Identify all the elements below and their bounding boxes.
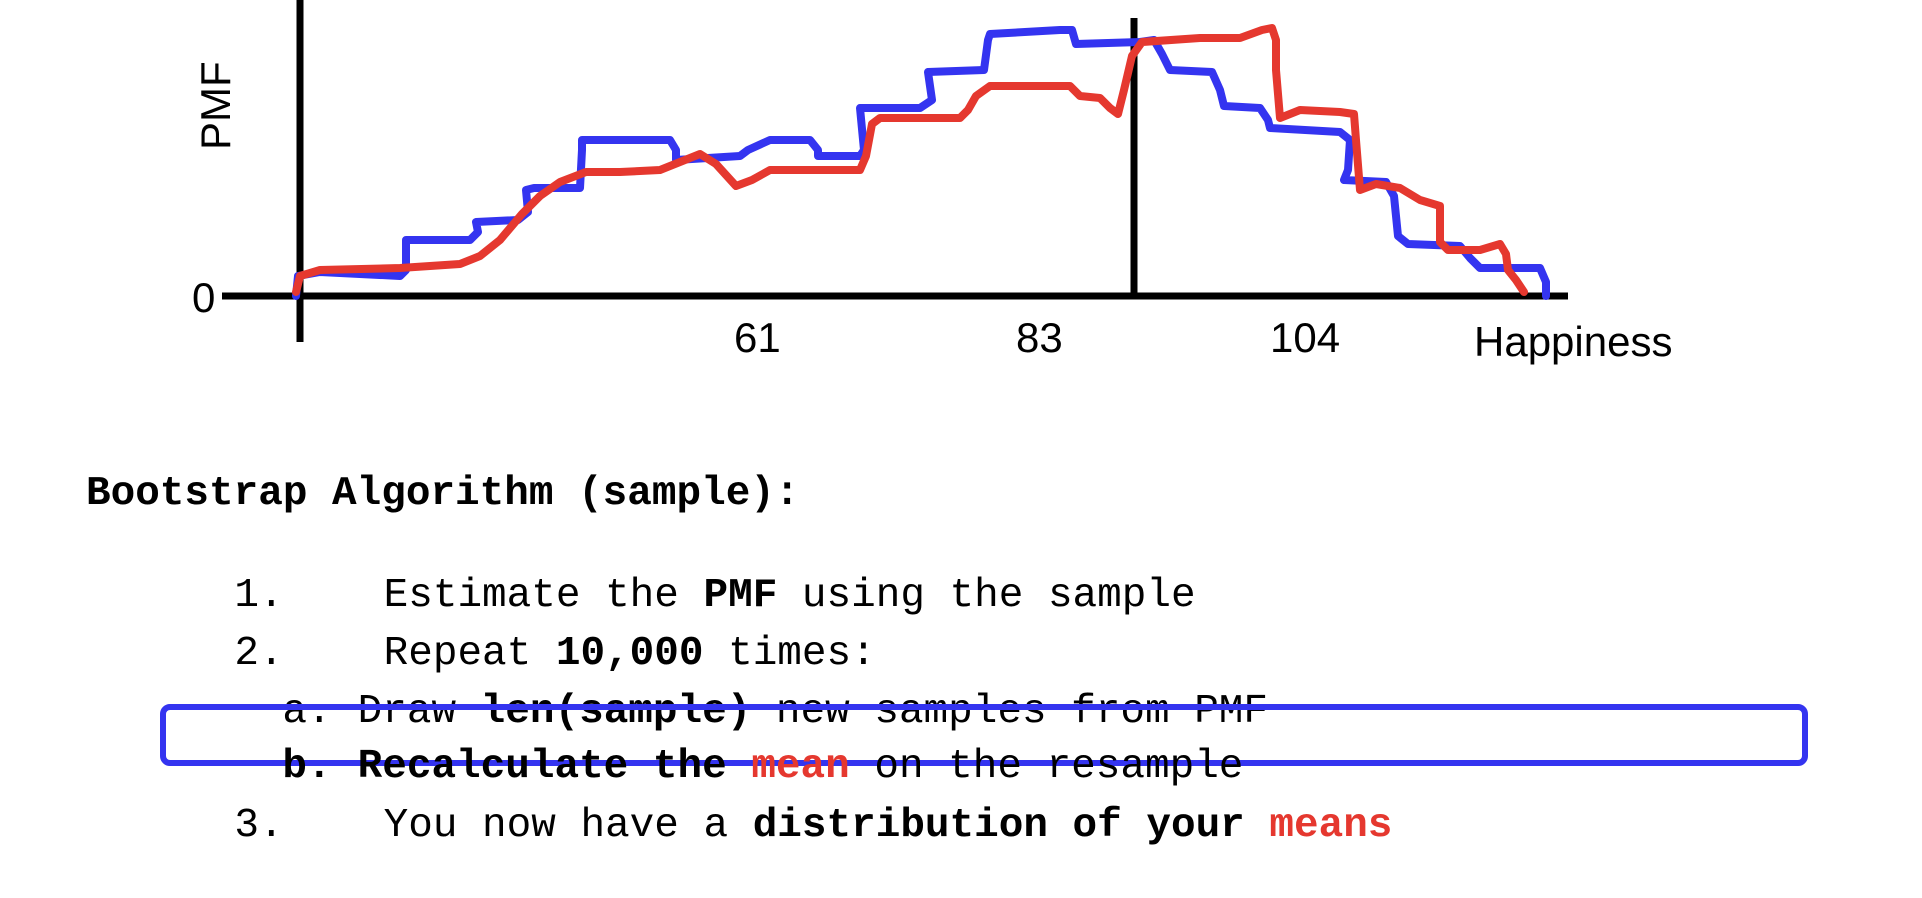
- step-2b-number: b.: [282, 744, 332, 790]
- step-2a: a. Draw len(sample) new samples from PMF: [184, 640, 1268, 784]
- step-2-text-post: times:: [703, 631, 876, 677]
- step-3-text-bold: distribution of your: [752, 803, 1270, 849]
- step-2: 2. Repeat 10,000 times:: [136, 582, 876, 726]
- highlight-box-step-2b: [160, 704, 1808, 766]
- step-1-text-post: using the sample: [777, 573, 1196, 619]
- bootstrap-algorithm: Bootstrap Algorithm (sample): 1. Estimate…: [0, 470, 1922, 849]
- step-2a-number: a.: [282, 689, 332, 735]
- step-2b-text-mean: mean: [751, 744, 850, 790]
- step-2a-text-post: new samples from PMF: [751, 689, 1269, 735]
- step-2b: b. Recalculate the mean on the resample: [184, 695, 1243, 839]
- step-2a-text-bold: len(sample): [480, 689, 752, 735]
- y-axis-label: PMF: [192, 61, 239, 150]
- step-2a-text-pre: Draw: [357, 689, 481, 735]
- x-tick-61: 61: [734, 314, 781, 361]
- step-2b-text-bold: Recalculate the: [357, 744, 752, 790]
- step-1-text-bold: PMF: [703, 573, 778, 619]
- x-axis-label: Happiness: [1474, 318, 1672, 365]
- step-3-text-pre: You now have a: [383, 803, 753, 849]
- step-1: 1. Estimate the PMF using the sample: [136, 524, 1196, 668]
- algorithm-title: Bootstrap Algorithm (sample):: [86, 471, 800, 517]
- step-2-text-pre: Repeat: [383, 631, 556, 677]
- step-3-text-means: means: [1269, 803, 1393, 849]
- step-1-text-pre: Estimate the: [383, 573, 704, 619]
- step-2-text-bold: 10,000: [555, 631, 704, 677]
- y-zero-label: 0: [192, 274, 215, 321]
- pmf-diagram: PMF 0 61 83 104 Happiness: [192, 0, 1672, 365]
- step-1-number: 1.: [234, 573, 284, 619]
- x-tick-83: 83: [1016, 314, 1063, 361]
- x-tick-104: 104: [1270, 314, 1340, 361]
- red-pmf-curve: [292, 24, 1528, 296]
- step-3: 3. You now have a distribution of your me…: [136, 754, 1392, 898]
- step-3-number: 3.: [234, 803, 284, 849]
- step-2-number: 2.: [234, 631, 284, 677]
- step-2b-text-post: on the resample: [849, 744, 1244, 790]
